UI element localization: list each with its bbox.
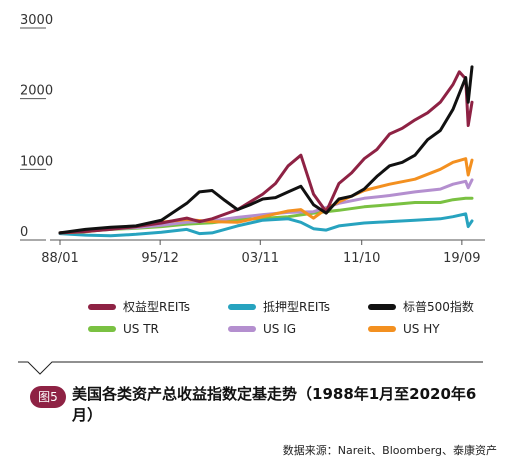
x-tick-label: 19/09 (443, 251, 480, 266)
legend-swatch (88, 326, 116, 332)
legend-item-us-tr: US TR (88, 322, 159, 336)
legend-label: 标普500指数 (403, 300, 474, 314)
figure-badge: 图5 (30, 386, 66, 408)
series-lines (58, 65, 474, 238)
y-tick-label: 1000 (20, 154, 53, 169)
legend-swatch (368, 326, 396, 332)
x-axis-ticks: 88/01 95/12 03/11 11/10 19/09 (41, 240, 481, 266)
legend-swatch (228, 303, 256, 310)
legend-label: 抵押型REITs (263, 300, 331, 314)
legend-swatch (88, 303, 116, 310)
y-axis-ticks: 0 1000 2000 3000 (20, 13, 53, 241)
series-line-1 (58, 212, 474, 238)
legend-swatch (228, 326, 256, 332)
legend-item-equity-reits: 权益型REITs (88, 298, 190, 315)
legend-label: 权益型REITs (123, 300, 191, 314)
y-tick-label: 0 (20, 225, 28, 240)
legend-label: US TR (123, 322, 159, 336)
series-line-2 (58, 65, 474, 235)
chart: 0 1000 2000 3000 88/01 95/12 03/11 11/10 19/09 (20, 13, 485, 266)
figure-caption: 美国各类资产总收益指数定基走势（1988年1月至2020年6月） (72, 385, 477, 424)
divider (18, 361, 483, 375)
legend-item-us-ig: US IG (228, 322, 296, 336)
source-note: 数据来源：Nareit、Bloomberg、泰康资产 (282, 444, 497, 457)
y-tick-label: 3000 (20, 13, 53, 28)
x-tick-label: 95/12 (141, 251, 178, 266)
x-tick-label: 03/11 (242, 251, 279, 266)
legend-item-sp500: 标普500指数 (368, 298, 474, 315)
legend-swatch (368, 303, 396, 310)
y-tick-label: 2000 (20, 84, 53, 99)
legend-item-mortgage-reits: 抵押型REITs (228, 298, 330, 315)
series-line-0 (58, 70, 474, 235)
x-tick-label: 88/01 (41, 251, 78, 266)
legend-label: US HY (403, 322, 440, 336)
x-tick-label: 11/10 (343, 251, 380, 266)
series-line-4 (58, 178, 474, 235)
legend-item-us-hy: US HY (368, 322, 440, 336)
legend-label: US IG (263, 322, 297, 336)
